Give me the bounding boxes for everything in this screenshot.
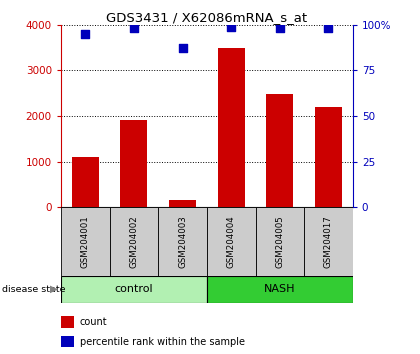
Text: GSM204001: GSM204001 <box>81 215 90 268</box>
Text: GSM204002: GSM204002 <box>129 215 138 268</box>
Point <box>325 25 332 31</box>
Bar <box>255 207 304 276</box>
Title: GDS3431 / X62086mRNA_s_at: GDS3431 / X62086mRNA_s_at <box>106 11 307 24</box>
Bar <box>61 207 110 276</box>
Bar <box>110 207 158 276</box>
Bar <box>266 94 293 207</box>
Text: control: control <box>115 284 153 295</box>
Bar <box>218 48 244 207</box>
Text: GSM204005: GSM204005 <box>276 215 284 268</box>
Bar <box>61 276 207 303</box>
Bar <box>207 276 353 303</box>
Text: disease state: disease state <box>2 285 66 294</box>
Bar <box>61 316 74 328</box>
Text: NASH: NASH <box>264 284 296 295</box>
Text: GSM204017: GSM204017 <box>324 215 333 268</box>
Bar <box>304 207 353 276</box>
Bar <box>207 207 255 276</box>
Point <box>179 46 186 51</box>
Bar <box>169 200 196 207</box>
Bar <box>72 157 99 207</box>
Bar <box>61 336 74 347</box>
Text: count: count <box>80 317 108 327</box>
Point <box>228 24 234 29</box>
Text: ▶: ▶ <box>50 284 58 294</box>
Bar <box>121 120 147 207</box>
Bar <box>315 107 342 207</box>
Point <box>131 25 137 31</box>
Text: GSM204003: GSM204003 <box>178 215 187 268</box>
Text: GSM204004: GSM204004 <box>227 215 236 268</box>
Point <box>82 31 89 37</box>
Bar <box>158 207 207 276</box>
Point <box>276 25 283 31</box>
Text: percentile rank within the sample: percentile rank within the sample <box>80 337 245 347</box>
